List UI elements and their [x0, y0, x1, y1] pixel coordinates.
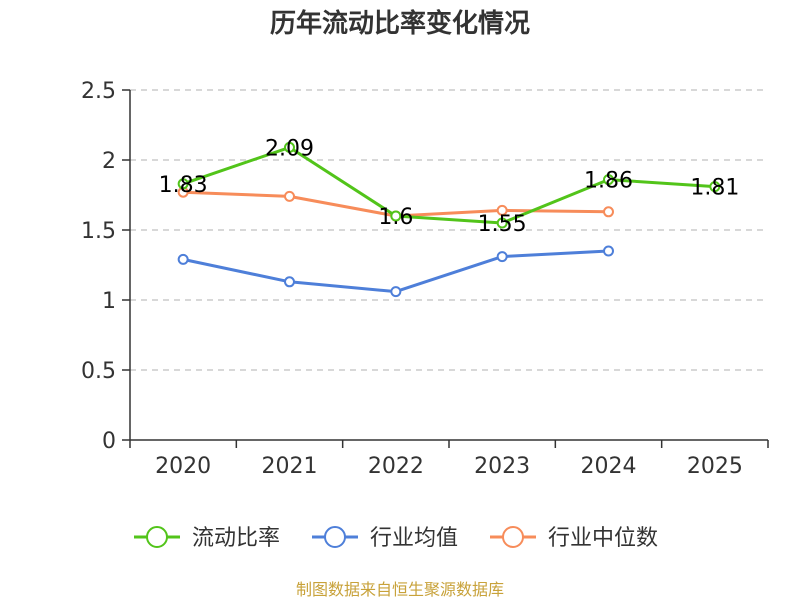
x-tick-label: 2025	[687, 454, 743, 479]
data-point[interactable]	[390, 286, 402, 298]
data-label: 1.81	[690, 176, 739, 201]
data-point[interactable]	[709, 181, 721, 193]
legend-item-2[interactable]: 行业中位数	[490, 526, 658, 551]
series-lines	[177, 141, 721, 298]
data-label: 1.6	[378, 205, 413, 230]
data-point[interactable]	[284, 190, 295, 202]
chart-title: 历年流动比率变化情况	[270, 8, 530, 39]
series-line-0	[182, 145, 715, 225]
axes: 0 0.5 1 1.5 2 2.5 2020 2021 2022 2023 2024 2025	[81, 79, 769, 479]
data-point[interactable]	[177, 253, 189, 265]
legend-item-1[interactable]: 行业均值	[312, 526, 458, 551]
data-point[interactable]	[603, 206, 614, 218]
legend[interactable]: 流动比率 行业均值 行业中位数	[134, 526, 658, 551]
x-tick-label: 2020	[155, 454, 211, 479]
data-point[interactable]	[603, 174, 614, 186]
y-tick-label: 1	[102, 289, 116, 314]
x-tick-label: 2023	[474, 454, 530, 479]
data-label: 1.55	[478, 212, 527, 237]
data-label: 1.83	[159, 173, 208, 198]
data-labels: 1.83 2.09 1.6 1.55 1.86 1.81	[159, 136, 740, 237]
data-point[interactable]	[496, 251, 508, 263]
x-tick-label: 2021	[262, 454, 318, 479]
data-point[interactable]	[496, 217, 508, 229]
legend-label: 流动比率	[192, 526, 280, 551]
legend-marker-icon	[502, 526, 524, 548]
legend-marker-icon	[324, 526, 346, 548]
y-tick-label: 0.5	[81, 359, 116, 384]
data-label: 2.09	[265, 136, 314, 161]
data-source-note: 制图数据来自恒生聚源数据库	[296, 580, 504, 599]
legend-marker-icon	[146, 526, 168, 548]
data-point[interactable]	[284, 276, 295, 288]
data-point[interactable]	[496, 204, 508, 216]
data-point[interactable]	[603, 245, 614, 257]
series-line-1	[182, 249, 609, 294]
grid-lines	[130, 89, 768, 371]
legend-label: 行业均值	[370, 526, 458, 551]
y-tick-label: 2.5	[81, 79, 116, 104]
y-tick-label: 2	[102, 149, 116, 174]
legend-label: 行业中位数	[548, 526, 658, 551]
data-point[interactable]	[284, 141, 295, 153]
data-point[interactable]	[390, 210, 402, 222]
data-point[interactable]	[177, 178, 189, 190]
x-tick-label: 2024	[581, 454, 637, 479]
y-tick-label: 1.5	[81, 219, 116, 244]
y-tick-label: 0	[102, 429, 116, 454]
x-tick-label: 2022	[368, 454, 424, 479]
legend-item-0[interactable]: 流动比率	[134, 526, 280, 551]
data-label: 1.86	[584, 169, 633, 194]
